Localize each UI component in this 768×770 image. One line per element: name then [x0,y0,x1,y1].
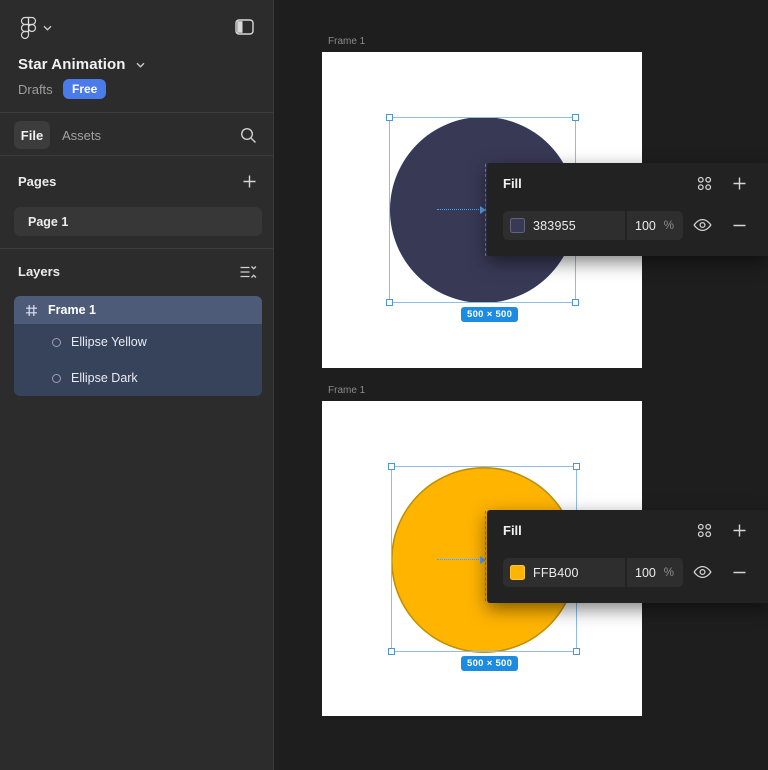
layer-row-ellipse-dark[interactable]: Ellipse Dark [14,360,262,396]
resize-handle[interactable] [386,114,393,121]
fill-panel-title: Fill [503,176,522,191]
measure-arrow-icon [480,206,486,214]
chevron-down-icon[interactable] [41,23,53,33]
collapse-layers-icon[interactable] [238,263,258,280]
percent-sign: % [663,566,674,579]
size-badge: 500 × 500 [461,307,519,322]
layer-name: Ellipse Dark [71,371,138,385]
canvas-area[interactable]: Frame 1 500 × 500 Frame 1 500 × 500 [275,0,768,770]
opacity-value: 100 [635,218,656,233]
remove-fill-icon[interactable] [727,213,751,237]
hex-value: FFB400 [533,565,579,580]
page-name: Page 1 [28,214,69,229]
fill-panel-title: Fill [503,523,522,538]
divider [0,155,274,156]
frame-icon [24,303,38,317]
layer-name: Frame 1 [48,303,96,317]
tab-file[interactable]: File [14,121,50,149]
layer-row-ellipse-yellow[interactable]: Ellipse Yellow [14,324,262,360]
sidebar-toggle-icon[interactable] [233,17,255,37]
fill-opacity-field[interactable]: 100 % [627,558,683,587]
color-swatch[interactable] [510,218,525,233]
styles-grid-icon[interactable] [692,518,716,542]
measure-guide [485,511,486,601]
opacity-value: 100 [635,565,656,580]
remove-fill-icon[interactable] [727,560,751,584]
fill-panel-yellow: Fill FFB400 100 % [487,510,768,603]
resize-handle[interactable] [573,648,580,655]
percent-sign: % [663,219,674,232]
ellipse-icon [52,373,61,383]
divider [0,248,274,249]
selection-box[interactable] [388,463,580,655]
tab-assets[interactable]: Assets [62,128,102,143]
layer-row-frame-1[interactable]: Frame 1 [14,296,262,324]
title-chevron-down-icon[interactable] [134,60,146,70]
resize-handle[interactable] [388,648,395,655]
layers-header: Layers [18,264,60,279]
styles-grid-icon[interactable] [692,171,716,195]
resize-handle[interactable] [572,299,579,306]
measure-guide [485,164,486,256]
document-title[interactable]: Star Animation [18,56,126,73]
measure-arrow-icon [480,556,486,564]
resize-handle[interactable] [573,463,580,470]
layer-name: Ellipse Yellow [71,335,147,349]
search-icon[interactable] [238,125,258,145]
ellipse-icon [52,337,61,347]
breadcrumb-location[interactable]: Drafts [18,82,53,97]
add-page-icon[interactable] [239,171,259,191]
visibility-eye-icon[interactable] [689,560,715,584]
resize-handle[interactable] [572,114,579,121]
frame-title-label[interactable]: Frame 1 [328,385,366,396]
color-swatch[interactable] [510,565,525,580]
resize-handle[interactable] [388,463,395,470]
figma-logo-icon[interactable] [19,15,37,41]
fill-opacity-field[interactable]: 100 % [627,211,683,240]
plan-badge[interactable]: Free [63,79,107,99]
hex-value: 383955 [533,218,576,233]
page-list-item[interactable]: Page 1 [14,207,262,236]
add-fill-icon[interactable] [727,171,751,195]
fill-hex-field[interactable]: 383955 [503,211,625,240]
frame-title-label[interactable]: Frame 1 [328,36,366,47]
measure-line [437,559,481,560]
left-sidebar: Star Animation Drafts Free File Assets P… [0,0,274,770]
fill-panel-dark: Fill 383955 100 % [487,163,768,256]
visibility-eye-icon[interactable] [689,213,715,237]
fill-hex-field[interactable]: FFB400 [503,558,625,587]
divider [0,112,274,113]
resize-handle[interactable] [386,299,393,306]
measure-line [437,209,481,210]
size-badge: 500 × 500 [461,656,519,671]
layer-tree: Frame 1 Ellipse Yellow Ellipse Dark [14,296,262,396]
add-fill-icon[interactable] [727,518,751,542]
pages-header: Pages [18,174,57,189]
